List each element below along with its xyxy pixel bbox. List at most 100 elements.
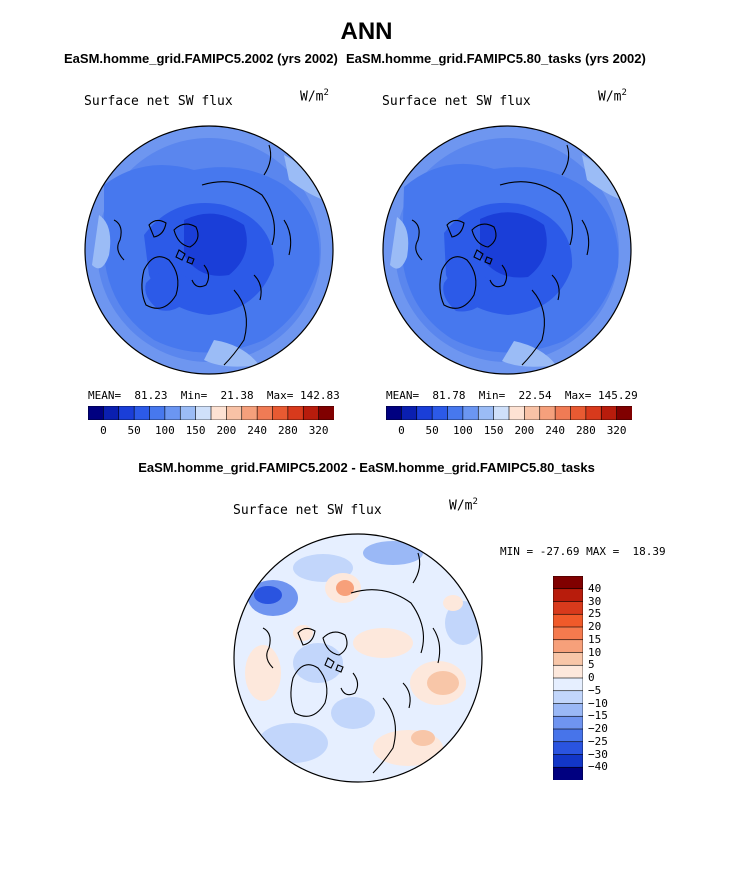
diff-polar-map — [233, 533, 483, 783]
colorbar-cell — [539, 406, 556, 420]
colorbar-cell — [553, 652, 583, 666]
colorbar-cell — [241, 406, 258, 420]
panel1-units: W/m2 — [300, 88, 329, 105]
colorbar-cell — [553, 664, 583, 679]
colorbar-tick-label: 150 — [185, 424, 206, 437]
colorbar-tick-label: 320 — [308, 424, 329, 437]
colorbar-tick-label: 280 — [277, 424, 298, 437]
colorbar-tick-label: −5 — [588, 683, 602, 697]
colorbar-cell — [477, 406, 495, 420]
colorbar-cell — [553, 703, 583, 717]
colorbar-cell — [447, 406, 464, 420]
colorbar-cell — [553, 601, 583, 615]
colorbar-cell — [553, 626, 583, 641]
colorbar-tick-label: 240 — [247, 424, 268, 437]
colorbar-tick-label: 200 — [514, 424, 535, 437]
colorbar-cell — [570, 406, 587, 420]
colorbar-cell — [585, 406, 603, 420]
colorbar-cell — [616, 406, 632, 420]
colorbar-cell — [210, 406, 228, 420]
colorbar-tick-label: 20 — [588, 620, 602, 633]
diff-variable-label: Surface net SW flux — [233, 503, 382, 518]
colorbar-tick-label: 280 — [575, 424, 596, 437]
panel2-colorbar — [386, 406, 632, 420]
panel2-colorbar-ticks: 0 50 100 150 200 240 280 320 — [386, 424, 632, 438]
colorbar-tick-label: 40 — [588, 581, 602, 595]
colorbar-cell — [88, 406, 105, 420]
colorbar-tick-label: −15 — [588, 709, 608, 723]
colorbar-cell — [462, 406, 480, 420]
colorbar-tick-label: 320 — [606, 424, 627, 437]
colorbar-cell — [256, 406, 274, 420]
colorbar-cell — [195, 406, 212, 420]
colorbar-cell — [600, 406, 618, 420]
panel2-subtitle: EaSM.homme_grid.FAMIPC5.80_tasks (yrs 20… — [346, 51, 646, 66]
colorbar-tick-label: 0 — [398, 424, 405, 437]
colorbar-tick-label: −40 — [588, 760, 608, 774]
diff-colorbar-ticks: 40 30 25 20 15 10 5 0 −5 −10 −15 −20 −25 −30 −40 — [588, 576, 638, 780]
colorbar-cell — [164, 406, 182, 420]
colorbar-cell — [416, 406, 433, 420]
colorbar-cell — [103, 406, 120, 420]
panel1-colorbar-ticks: 0 50 100 150 200 240 280 320 — [88, 424, 334, 438]
panel1-variable-label: Surface net SW flux — [84, 94, 233, 109]
panel2-stats: MEAN= 81.78 Min= 22.54 Max= 145.29 — [386, 389, 638, 402]
diff-minmax: MIN = -27.69 MAX = 18.39 — [500, 545, 666, 558]
colorbar-cell — [553, 613, 583, 628]
colorbar-cell — [401, 406, 418, 420]
colorbar-cell — [318, 406, 334, 420]
colorbar-cell — [118, 406, 135, 420]
colorbar-tick-label: 30 — [588, 594, 602, 608]
colorbar-cell — [553, 690, 583, 705]
colorbar-cell — [272, 406, 289, 420]
colorbar-tick-label: 0 — [588, 671, 595, 684]
colorbar-cell — [553, 677, 583, 692]
colorbar-cell — [302, 406, 320, 420]
colorbar-tick-label: 15 — [588, 632, 602, 646]
colorbar-tick-label: 100 — [154, 424, 175, 437]
colorbar-cell — [508, 406, 526, 420]
colorbar-cell — [553, 639, 583, 654]
colorbar-cell — [553, 741, 583, 756]
colorbar-tick-label: 5 — [588, 658, 595, 672]
colorbar-tick-label: −20 — [588, 722, 608, 735]
colorbar-tick-label: 25 — [588, 607, 602, 621]
colorbar-cell — [179, 406, 197, 420]
diff-units: W/m2 — [449, 497, 478, 514]
colorbar-cell — [553, 766, 583, 780]
colorbar-tick-label: 0 — [100, 424, 107, 437]
colorbar-cell — [493, 406, 510, 420]
figure-title: ANN — [340, 18, 393, 45]
colorbar-cell — [287, 406, 305, 420]
colorbar-cell — [386, 406, 403, 420]
colorbar-tick-label: −25 — [588, 734, 608, 748]
colorbar-tick-label: −10 — [588, 696, 608, 710]
colorbar-cell — [524, 406, 541, 420]
panel1-polar-map — [84, 125, 334, 375]
colorbar-cell — [149, 406, 166, 420]
colorbar-tick-label: −30 — [588, 747, 608, 761]
diff-colorbar — [553, 576, 583, 780]
colorbar-tick-label: 10 — [588, 645, 602, 659]
colorbar-tick-label: 200 — [216, 424, 237, 437]
panel2-variable-label: Surface net SW flux — [382, 94, 531, 109]
panel1-colorbar — [88, 406, 334, 420]
colorbar-cell — [553, 728, 583, 743]
colorbar-tick-label: 100 — [452, 424, 473, 437]
colorbar-cell — [553, 754, 583, 768]
diff-subtitle: EaSM.homme_grid.FAMIPC5.2002 - EaSM.homm… — [138, 460, 595, 475]
colorbar-cell — [431, 406, 449, 420]
colorbar-cell — [226, 406, 243, 420]
colorbar-cell — [553, 715, 583, 730]
colorbar-cell — [133, 406, 151, 420]
colorbar-cell — [553, 576, 583, 590]
colorbar-tick-label: 50 — [425, 424, 439, 437]
colorbar-tick-label: 150 — [483, 424, 504, 437]
colorbar-cell — [553, 588, 583, 603]
panel1-stats: MEAN= 81.23 Min= 21.38 Max= 142.83 — [88, 389, 340, 402]
panel2-units: W/m2 — [598, 88, 627, 105]
panel1-subtitle: EaSM.homme_grid.FAMIPC5.2002 (yrs 2002) — [64, 51, 338, 66]
colorbar-tick-label: 240 — [545, 424, 566, 437]
panel2-polar-map — [382, 125, 632, 375]
colorbar-tick-label: 50 — [127, 424, 141, 437]
